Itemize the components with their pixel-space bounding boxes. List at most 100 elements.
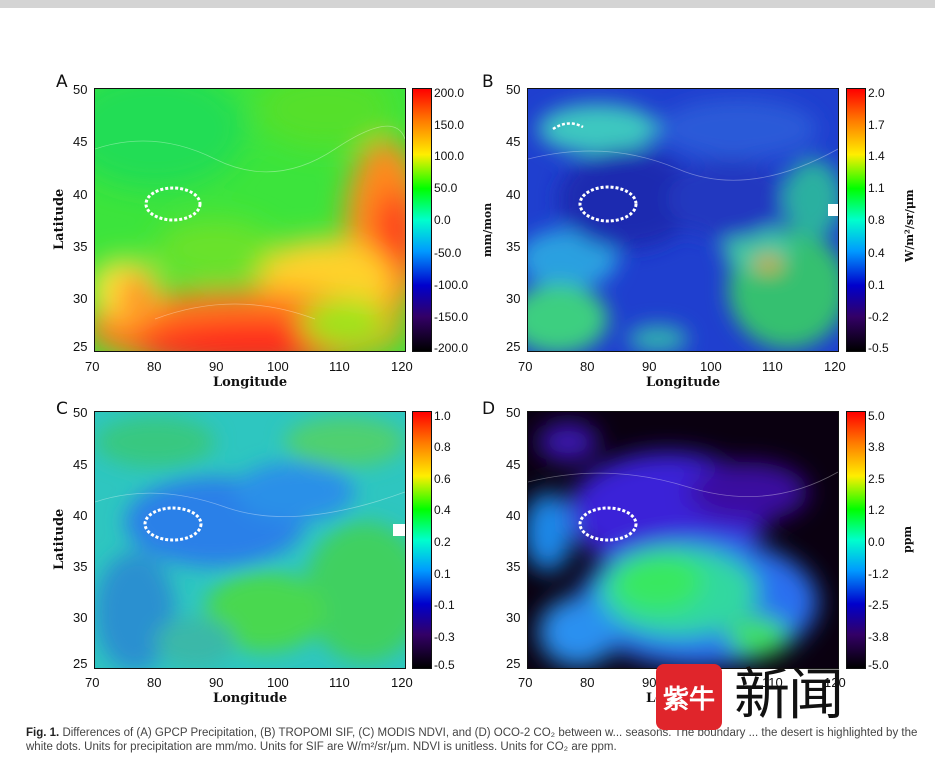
panel-b-cbar-tick: 0.4 bbox=[868, 246, 885, 260]
panel-d-xtick: 120 bbox=[824, 675, 846, 690]
panel-c-ytick: 45 bbox=[73, 457, 88, 472]
panel-d-ytick: 45 bbox=[506, 457, 521, 472]
panel-b-xtick: 70 bbox=[518, 359, 533, 374]
panel-b-cbar-tick: -0.5 bbox=[868, 341, 889, 355]
panel-c-cbar-tick: -0.3 bbox=[434, 630, 455, 644]
panel-b-ytick: 25 bbox=[506, 339, 521, 354]
panel-a-cbar-tick: -100.0 bbox=[434, 278, 469, 292]
caption-label: Fig. 1. bbox=[26, 727, 60, 739]
panel-a-ytick: 35 bbox=[73, 239, 88, 254]
panel-d-cbar-tick: -5.0 bbox=[868, 658, 889, 672]
panel-b-cbar-tick: 1.7 bbox=[868, 118, 885, 132]
panel-c-ylabel: Latitude bbox=[52, 508, 67, 570]
panel-b-xtick: 100 bbox=[700, 359, 722, 374]
panel-c-cbar-tick: -0.1 bbox=[434, 598, 455, 612]
panel-b-colorbar bbox=[846, 88, 866, 352]
watermark-logo: 紫牛 bbox=[656, 664, 722, 730]
panel-a-ytick: 45 bbox=[73, 134, 88, 149]
panel-b-ytick: 30 bbox=[506, 291, 521, 306]
panel-a-colorbar bbox=[412, 88, 432, 352]
panel-a-xtick: 120 bbox=[391, 359, 413, 374]
panel-c-xtick: 90 bbox=[209, 675, 224, 690]
panel-d-ytick: 30 bbox=[506, 610, 521, 625]
panel-b-map bbox=[527, 88, 839, 352]
panel-d-cbar-tick: 1.2 bbox=[868, 503, 885, 517]
panel-b-ytick: 45 bbox=[506, 134, 521, 149]
top-bar bbox=[0, 0, 935, 8]
panel-c-map bbox=[94, 411, 406, 669]
panel-a-ylabel: Latitude bbox=[52, 188, 67, 250]
panel-d-cbar-tick: 0.0 bbox=[868, 535, 885, 549]
panel-c-ytick: 35 bbox=[73, 559, 88, 574]
panel-c-ytick: 50 bbox=[73, 405, 88, 420]
panel-d-cbar-tick: -3.8 bbox=[868, 630, 889, 644]
panel-d-map bbox=[527, 411, 839, 669]
panel-b-ytick: 35 bbox=[506, 239, 521, 254]
panel-a-xtick: 70 bbox=[85, 359, 100, 374]
panel-b-unit: W/m²/sr/μm bbox=[903, 189, 916, 262]
panel-b-ytick: 50 bbox=[506, 82, 521, 97]
panel-a-ytick: 50 bbox=[73, 82, 88, 97]
panel-c-xtick: 120 bbox=[391, 675, 413, 690]
panel-b-xlabel: Longitude bbox=[646, 375, 721, 390]
panel-c-ytick: 30 bbox=[73, 610, 88, 625]
panel-a-cbar-tick: -150.0 bbox=[434, 310, 469, 324]
panel-b-xtick: 120 bbox=[824, 359, 846, 374]
panel-d-xtick: 110 bbox=[762, 675, 783, 690]
panel-b-xtick: 80 bbox=[580, 359, 595, 374]
panel-c-ytick: 25 bbox=[73, 656, 88, 671]
panel-a-xtick: 90 bbox=[209, 359, 224, 374]
panel-c-cbar-tick: 0.4 bbox=[434, 503, 451, 517]
panel-a-xtick: 110 bbox=[329, 359, 350, 374]
panel-a-ytick: 40 bbox=[73, 187, 88, 202]
panel-c-xtick: 80 bbox=[147, 675, 162, 690]
panel-b-xtick: 110 bbox=[762, 359, 783, 374]
panel-c-ytick: 40 bbox=[73, 508, 88, 523]
panel-c-xtick: 70 bbox=[85, 675, 100, 690]
panel-c-cbar-tick: 0.8 bbox=[434, 440, 451, 454]
panel-d-ytick: 50 bbox=[506, 405, 521, 420]
panel-d-colorbar bbox=[846, 411, 866, 669]
panel-d-cbar-tick: -2.5 bbox=[868, 598, 889, 612]
panel-a-xtick: 80 bbox=[147, 359, 162, 374]
panel-d-ytick: 25 bbox=[506, 656, 521, 671]
panel-b-letter: B bbox=[482, 72, 494, 92]
panel-d-xtick: 70 bbox=[518, 675, 533, 690]
panel-c-cbar-tick: 1.0 bbox=[434, 409, 451, 423]
panel-c-colorbar bbox=[412, 411, 432, 669]
panel-b-cbar-tick: -0.2 bbox=[868, 310, 889, 324]
panel-d-cbar-tick: 3.8 bbox=[868, 440, 885, 454]
panel-c-xtick: 100 bbox=[267, 675, 289, 690]
panel-a-cbar-tick: -200.0 bbox=[434, 341, 469, 355]
panel-c-xlabel: Longitude bbox=[213, 691, 288, 706]
panel-a-ytick: 25 bbox=[73, 339, 88, 354]
panel-b-xtick: 90 bbox=[642, 359, 657, 374]
panel-a-cbar-tick: -50.0 bbox=[434, 246, 462, 260]
panel-d-ytick: 35 bbox=[506, 559, 521, 574]
panel-a-unit: mm/mon bbox=[481, 202, 494, 257]
figure-caption: Fig. 1. Differences of (A) GPCP Precipit… bbox=[26, 726, 931, 754]
panel-c-cbar-tick: 0.2 bbox=[434, 535, 451, 549]
caption-text: Differences of (A) GPCP Precipitation, (… bbox=[26, 727, 918, 753]
panel-b-cbar-tick: 1.4 bbox=[868, 149, 885, 163]
panel-b-ytick: 40 bbox=[506, 187, 521, 202]
panel-c-letter: C bbox=[56, 399, 68, 419]
panel-a-map bbox=[94, 88, 406, 352]
panel-d-ytick: 40 bbox=[506, 508, 521, 523]
panel-b-cbar-tick: 2.0 bbox=[868, 86, 885, 100]
panel-c-cbar-tick: 0.6 bbox=[434, 472, 451, 486]
panel-a-cbar-tick: 150.0 bbox=[434, 118, 465, 132]
panel-d-xtick: 80 bbox=[580, 675, 595, 690]
panel-b-cbar-tick: 0.1 bbox=[868, 278, 885, 292]
panel-d-cbar-tick: -1.2 bbox=[868, 567, 889, 581]
panel-b-cbar-tick: 1.1 bbox=[868, 181, 885, 195]
panel-c-cbar-tick: 0.1 bbox=[434, 567, 451, 581]
panel-a-cbar-tick: 50.0 bbox=[434, 181, 458, 195]
panel-a-letter: A bbox=[56, 72, 68, 92]
panel-a-cbar-tick: 0.0 bbox=[434, 213, 451, 227]
panel-d-unit: ppm bbox=[901, 525, 914, 553]
panel-d-cbar-tick: 5.0 bbox=[868, 409, 885, 423]
panel-d-letter: D bbox=[482, 399, 496, 419]
panel-a-cbar-tick: 100.0 bbox=[434, 149, 465, 163]
panel-a-xlabel: Longitude bbox=[213, 375, 288, 390]
